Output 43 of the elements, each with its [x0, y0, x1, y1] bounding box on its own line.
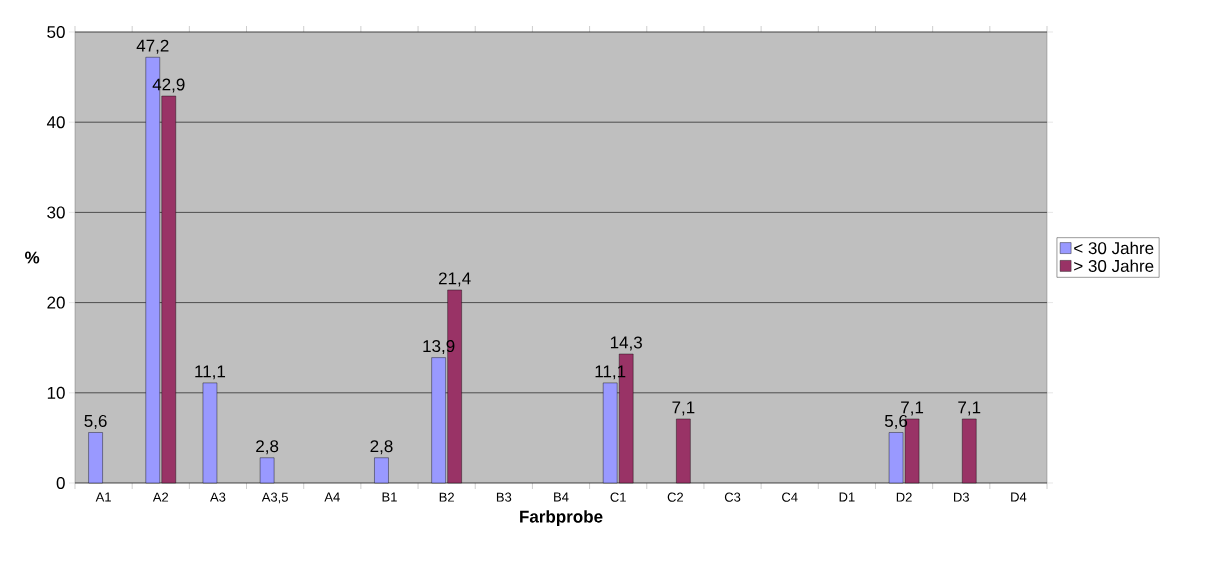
x-tick-label: D3: [954, 492, 969, 502]
bar: [676, 418, 691, 484]
x-tick-label: C4: [782, 492, 798, 502]
x-tick-label: C2: [667, 492, 684, 502]
data-label: 2,8: [370, 440, 393, 455]
x-axis-title: Farbprobe: [520, 510, 603, 526]
bar: [88, 432, 103, 484]
bar: [962, 418, 977, 484]
data-label: 42,9: [152, 78, 185, 93]
x-tick-label: A3: [210, 492, 226, 502]
x-tick-label: B1: [382, 492, 397, 502]
x-tick-label: A1: [95, 492, 111, 502]
data-label: 2,8: [256, 440, 279, 455]
y-axis-title: %: [25, 251, 40, 264]
x-tick-label: A2: [152, 492, 169, 502]
x-tick-label: D1: [839, 492, 855, 502]
x-tick-label: A4: [324, 492, 340, 502]
x-tick-label: A3,5: [261, 492, 288, 504]
bar: [259, 457, 275, 484]
legend-label: > 30 Jahre: [1074, 259, 1154, 272]
y-tick-label: 30: [47, 206, 65, 219]
x-tick-label: B3: [496, 492, 512, 502]
data-label: 7,1: [958, 401, 981, 416]
data-label: 5,6: [84, 414, 107, 429]
y-tick-label: 20: [47, 296, 65, 309]
x-tick-label: C1: [610, 492, 626, 502]
data-label: 11,1: [195, 365, 226, 380]
data-label: 21,4: [438, 272, 471, 287]
x-tick-label: B2: [439, 492, 454, 502]
legend-label: < 30 Jahre: [1074, 241, 1154, 255]
x-tick-label: D4: [1011, 492, 1027, 502]
y-tick-label: 40: [46, 116, 65, 129]
y-tick-label: 50: [47, 25, 65, 39]
data-label: 14,3: [610, 336, 642, 351]
x-tick-label: D2: [896, 492, 912, 502]
x-tick-label: C3: [724, 492, 741, 502]
data-label: 47,2: [136, 39, 169, 54]
data-label: 7,1: [672, 401, 695, 416]
bar: [374, 457, 389, 484]
y-tick-label: 10: [47, 386, 65, 399]
y-tick-label: 0: [56, 476, 65, 490]
x-tick-label: B4: [554, 492, 569, 502]
data-label: 7,1: [901, 401, 924, 416]
